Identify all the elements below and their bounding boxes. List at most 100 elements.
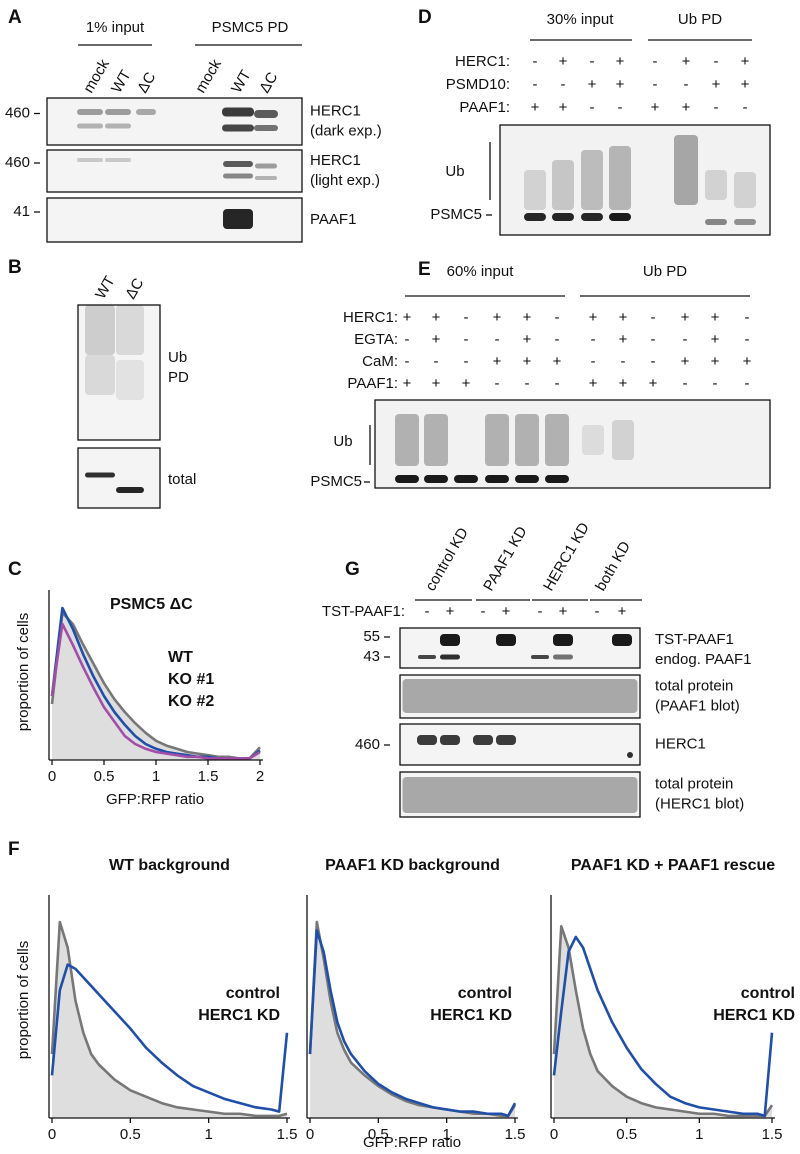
x-tick-label: 0.5 xyxy=(616,1126,637,1143)
histogram-line xyxy=(50,963,289,1113)
sign: - xyxy=(495,331,500,348)
blot-image xyxy=(46,149,303,193)
sign: - xyxy=(425,603,430,620)
panel-letter: A xyxy=(8,7,22,28)
blot-label: PAAF1 xyxy=(310,211,356,228)
blot-band xyxy=(705,170,727,200)
blot-band xyxy=(524,213,546,221)
histogram-area xyxy=(554,926,772,1118)
blot-band xyxy=(485,414,509,466)
chart-title: PSMC5 ΔC xyxy=(110,596,193,613)
blot-image xyxy=(374,399,771,489)
chart-title: PAAF1 KD + PAAF1 rescue xyxy=(571,857,775,874)
histogram-line xyxy=(50,611,261,760)
x-axis-label: GFP:RFP ratio xyxy=(363,1134,461,1151)
sign: - xyxy=(713,375,718,392)
chart-title: WT background xyxy=(109,857,230,874)
sign: - xyxy=(590,99,595,116)
sign: - xyxy=(590,53,595,70)
blot-band xyxy=(402,679,638,713)
group-label: 30% input xyxy=(547,11,615,28)
group-label: 60% input xyxy=(447,263,515,280)
lane-label: ΔC xyxy=(134,69,159,96)
group-label: PAAF1 KD xyxy=(480,523,531,593)
row-label: PSMD10: xyxy=(446,76,510,93)
lane-label: ΔC xyxy=(122,275,147,302)
blot-band xyxy=(552,160,574,210)
x-tick-label: 1 xyxy=(204,1126,212,1143)
histogram-line xyxy=(50,920,288,1118)
blot-band xyxy=(85,472,115,478)
y-axis-label: proportion of cells xyxy=(15,613,32,731)
blot-band xyxy=(454,475,478,483)
blot-band xyxy=(612,420,634,460)
x-tick-label: 0 xyxy=(306,1126,314,1143)
row-label: EGTA: xyxy=(354,331,398,348)
blot-image xyxy=(46,97,303,146)
sign: - xyxy=(561,76,566,93)
histogram-area xyxy=(52,612,260,760)
blot-band xyxy=(531,655,549,659)
sign: + xyxy=(403,309,412,326)
sign: + xyxy=(619,309,628,326)
blot-label: endog. PAAF1 xyxy=(655,651,751,668)
blot-band xyxy=(515,414,539,466)
sign: + xyxy=(616,76,625,93)
blot-band xyxy=(545,414,569,466)
sign: + xyxy=(559,603,568,620)
sign: + xyxy=(502,603,511,620)
sign: + xyxy=(712,76,721,93)
x-tick-label: 0 xyxy=(48,1126,56,1143)
sign: + xyxy=(741,53,750,70)
row-label: HERC1: xyxy=(455,53,510,70)
group-label: HERC1 KD xyxy=(540,520,593,594)
row-label: PAAF1: xyxy=(347,375,398,392)
blot-band xyxy=(105,158,131,162)
legend-entry: KO #1 xyxy=(168,671,214,688)
band-label: Ub xyxy=(445,163,464,180)
sign: - xyxy=(745,375,750,392)
blot-band xyxy=(255,163,277,169)
sign: + xyxy=(619,331,628,348)
blot-band xyxy=(254,110,278,118)
x-tick-label: 0.5 xyxy=(120,1126,141,1143)
sign: - xyxy=(533,76,538,93)
legend-entry: HERC1 KD xyxy=(430,1007,512,1024)
sign: + xyxy=(432,331,441,348)
sign: - xyxy=(653,53,658,70)
sign: + xyxy=(711,353,720,370)
lane-label: mock xyxy=(80,56,113,96)
sign: - xyxy=(555,309,560,326)
panel-letter: C xyxy=(8,559,22,580)
legend-entry: control xyxy=(741,985,795,1002)
blot-label: HERC1 xyxy=(310,102,361,119)
sign: - xyxy=(714,53,719,70)
panel-letter: G xyxy=(345,559,360,580)
chart-title: PAAF1 KD background xyxy=(325,857,500,874)
blot-band xyxy=(581,213,603,221)
x-tick-label: 0 xyxy=(550,1126,558,1143)
blot-band xyxy=(77,158,103,162)
blot-band xyxy=(136,109,156,115)
sign: - xyxy=(743,99,748,116)
blot-band xyxy=(485,475,509,483)
group-label: 1% input xyxy=(86,19,145,36)
sign: - xyxy=(745,331,750,348)
sign: - xyxy=(405,353,410,370)
x-tick-label: 0 xyxy=(48,768,56,785)
legend-entry: control xyxy=(226,985,280,1002)
legend-entry: HERC1 KD xyxy=(198,1007,280,1024)
x-tick-label: 1.5 xyxy=(762,1126,783,1143)
sign: + xyxy=(619,375,628,392)
sign: - xyxy=(745,309,750,326)
blot-band xyxy=(440,654,460,660)
sign: + xyxy=(559,53,568,70)
group-label: PSMC5 PD xyxy=(212,19,289,36)
sign: - xyxy=(714,99,719,116)
marker-label: 460 xyxy=(355,736,380,753)
sign: - xyxy=(684,76,689,93)
sign: + xyxy=(432,309,441,326)
legend-entry: WT xyxy=(168,649,193,666)
blot-band xyxy=(77,123,103,129)
